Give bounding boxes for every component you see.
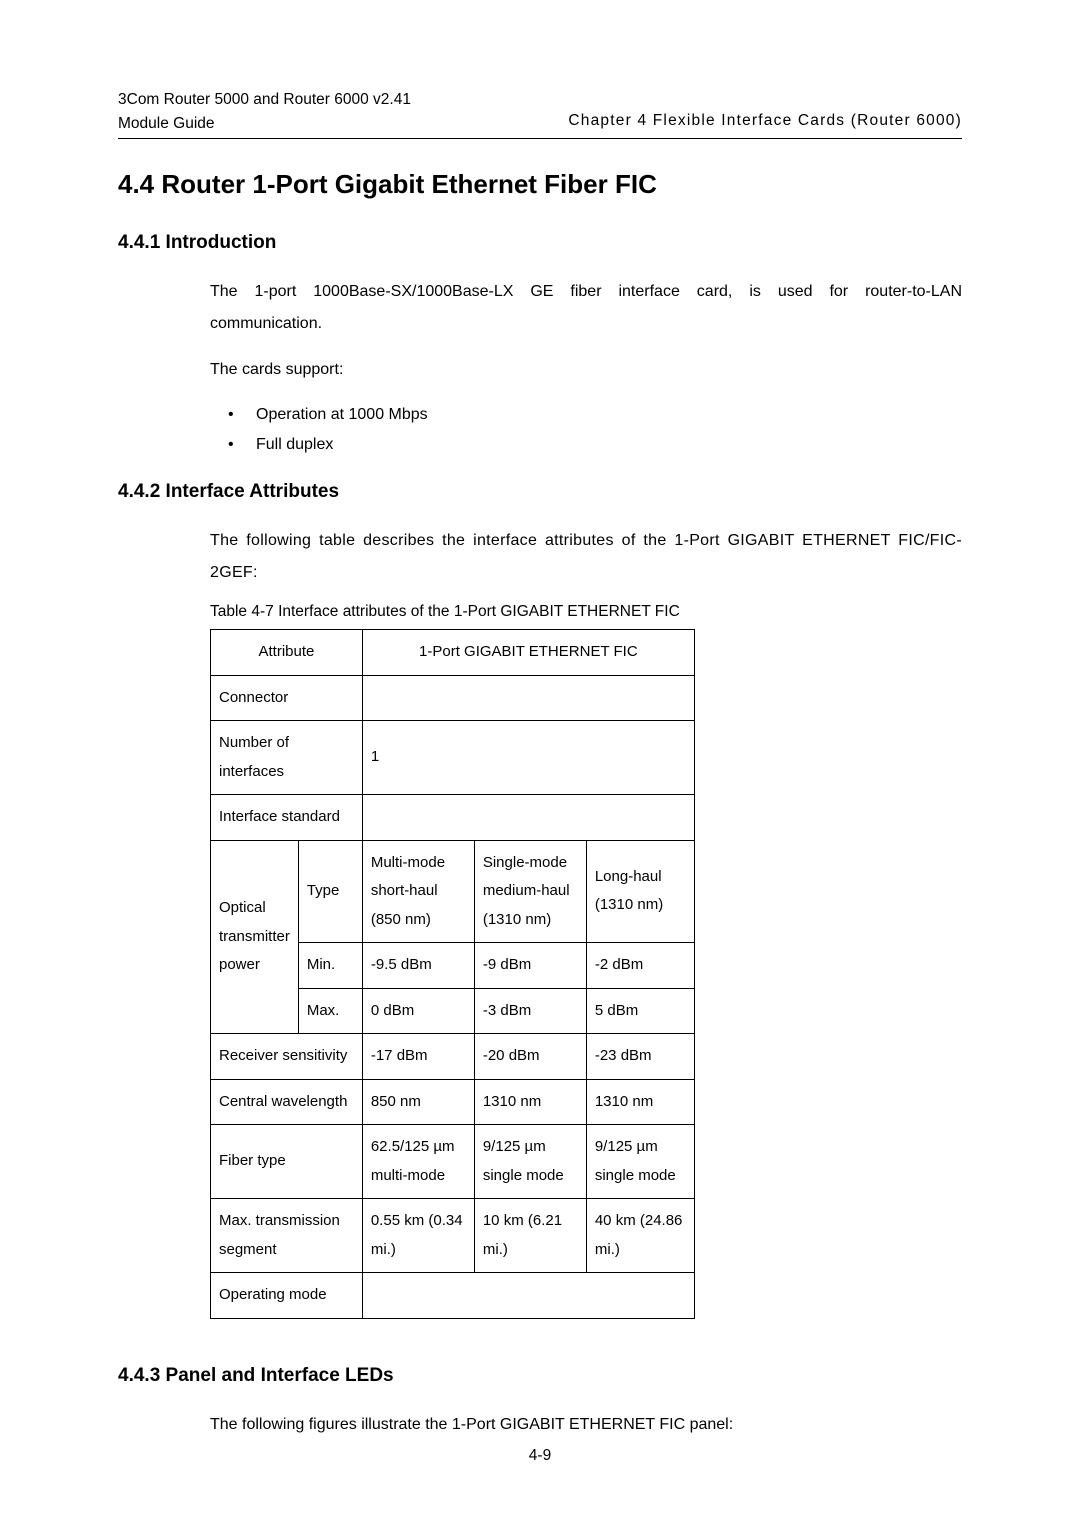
cell-max-label: Max. — [298, 988, 362, 1034]
cell-rxsens-c2: -20 dBm — [474, 1034, 586, 1080]
cell-max-c2: -3 dBm — [474, 988, 586, 1034]
page-header: 3Com Router 5000 and Router 6000 v2.41 M… — [118, 88, 962, 139]
cell-min-label: Min. — [298, 943, 362, 989]
cell-fiber-c2: 9/125 µm single mode — [474, 1125, 586, 1199]
table-caption: Table 4-7 Interface attributes of the 1-… — [210, 603, 962, 621]
cell-cwl-c1: 850 nm — [362, 1079, 474, 1125]
cell-cwl-c2: 1310 nm — [474, 1079, 586, 1125]
section-4-4-3-title: 4.4.3 Panel and Interface LEDs — [118, 1365, 962, 1387]
interface-attributes-table: Attribute 1-Port GIGABIT ETHERNET FIC Co… — [210, 629, 695, 1319]
cell-type-c2: Single-mode medium-haul (1310 nm) — [474, 840, 586, 943]
cell-type-c3: Long-haul (1310 nm) — [586, 840, 694, 943]
bullet-operation: Operation at 1000 Mbps — [228, 400, 962, 430]
section-4-4-2-title: 4.4.2 Interface Attributes — [118, 481, 962, 503]
cell-opmode-label: Operating mode — [211, 1273, 363, 1319]
bullet-duplex: Full duplex — [228, 430, 962, 460]
section-4-4-3-body: The following figures illustrate the 1-P… — [210, 1409, 962, 1441]
cell-ifstd-value — [362, 795, 694, 841]
th-attribute: Attribute — [211, 630, 363, 676]
cell-maxtx-label: Max. transmission segment — [211, 1199, 363, 1273]
section-4-4-title: 4.4 Router 1-Port Gigabit Ethernet Fiber… — [118, 169, 962, 200]
panel-para-1: The following figures illustrate the 1-P… — [210, 1409, 962, 1441]
cell-min-c3: -2 dBm — [586, 943, 694, 989]
row-max-transmission: Max. transmission segment 0.55 km (0.34 … — [211, 1199, 695, 1273]
section-4-4-1-title: 4.4.1 Introduction — [118, 232, 962, 254]
cell-ifstd-label: Interface standard — [211, 795, 363, 841]
cell-maxtx-c1: 0.55 km (0.34 mi.) — [362, 1199, 474, 1273]
header-chapter: Chapter 4 Flexible Interface Cards (Rout… — [568, 112, 962, 130]
section-4-4-2-body: The following table describes the interf… — [210, 525, 962, 1319]
table-header-row: Attribute 1-Port GIGABIT ETHERNET FIC — [211, 630, 695, 676]
page-footer: 4-9 — [0, 1447, 1080, 1465]
cell-rxsens-label: Receiver sensitivity — [211, 1034, 363, 1080]
row-operating-mode: Operating mode — [211, 1273, 695, 1319]
product-line-1: 3Com Router 5000 and Router 6000 v2.41 — [118, 88, 962, 112]
cell-connector-value — [362, 675, 694, 721]
cell-min-c2: -9 dBm — [474, 943, 586, 989]
cell-type-label: Type — [298, 840, 362, 943]
cell-numif-label: Number of interfaces — [211, 721, 363, 795]
cell-fiber-c3: 9/125 µm single mode — [586, 1125, 694, 1199]
cell-type-c1: Multi-mode short-haul (850 nm) — [362, 840, 474, 943]
row-central-wavelength: Central wavelength 850 nm 1310 nm 1310 n… — [211, 1079, 695, 1125]
row-interface-standard: Interface standard — [211, 795, 695, 841]
intro-para-2: The cards support: — [210, 354, 962, 386]
th-card: 1-Port GIGABIT ETHERNET FIC — [362, 630, 694, 676]
row-transmitter-type: Optical transmitter power Type Multi-mod… — [211, 840, 695, 943]
cell-rxsens-c3: -23 dBm — [586, 1034, 694, 1080]
cell-min-c1: -9.5 dBm — [362, 943, 474, 989]
cell-fiber-label: Fiber type — [211, 1125, 363, 1199]
cell-numif-value: 1 — [362, 721, 694, 795]
cell-maxtx-c2: 10 km (6.21 mi.) — [474, 1199, 586, 1273]
cell-transmitter-label: Optical transmitter power — [211, 840, 299, 1034]
header-rule — [118, 138, 962, 139]
cell-maxtx-c3: 40 km (24.86 mi.) — [586, 1199, 694, 1273]
cell-rxsens-c1: -17 dBm — [362, 1034, 474, 1080]
row-fiber-type: Fiber type 62.5/125 µm multi-mode 9/125 … — [211, 1125, 695, 1199]
page-number: 4-9 — [529, 1447, 551, 1464]
row-receiver-sensitivity: Receiver sensitivity -17 dBm -20 dBm -23… — [211, 1034, 695, 1080]
cell-cwl-label: Central wavelength — [211, 1079, 363, 1125]
cell-cwl-c3: 1310 nm — [586, 1079, 694, 1125]
intro-bullets: Operation at 1000 Mbps Full duplex — [228, 400, 962, 459]
row-num-interfaces: Number of interfaces 1 — [211, 721, 695, 795]
cell-fiber-c1: 62.5/125 µm multi-mode — [362, 1125, 474, 1199]
cell-opmode-value — [362, 1273, 694, 1319]
cell-max-c3: 5 dBm — [586, 988, 694, 1034]
intro-para-1: The 1-port 1000Base-SX/1000Base-LX GE fi… — [210, 276, 962, 340]
row-connector: Connector — [211, 675, 695, 721]
cell-connector-label: Connector — [211, 675, 363, 721]
section-4-4-1-body: The 1-port 1000Base-SX/1000Base-LX GE fi… — [210, 276, 962, 459]
cell-max-c1: 0 dBm — [362, 988, 474, 1034]
attrs-para-1: The following table describes the interf… — [210, 525, 962, 589]
